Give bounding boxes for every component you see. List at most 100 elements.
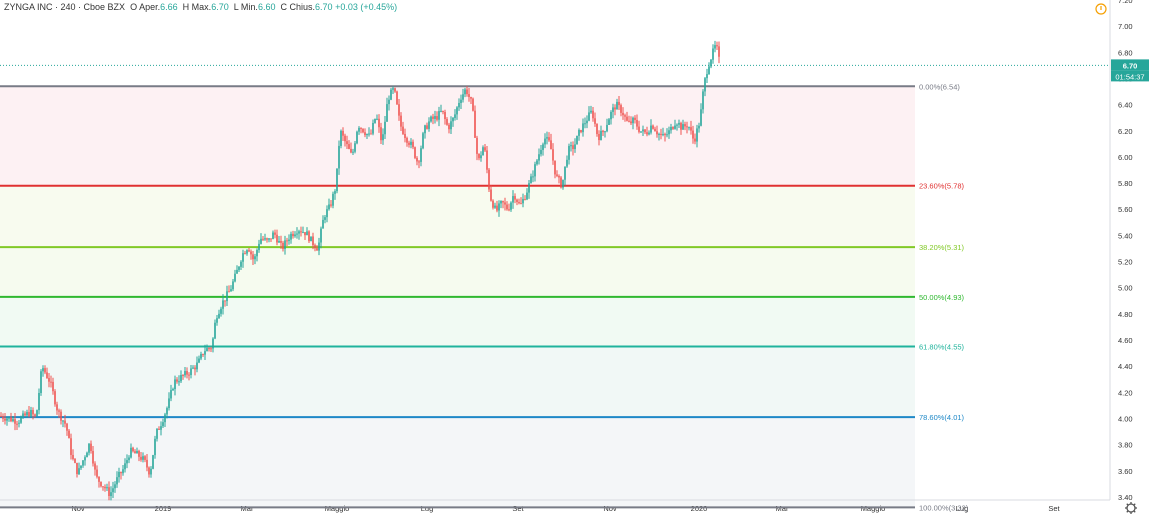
candle-body: [708, 66, 710, 75]
candle-body: [576, 135, 578, 145]
candle-body: [482, 147, 484, 156]
candle-body: [646, 132, 648, 135]
candle-body: [466, 89, 468, 95]
candle-body: [52, 381, 54, 392]
fib-label: 23.60%(5.78): [919, 182, 965, 191]
candle-body: [650, 125, 652, 133]
candle-body: [328, 204, 330, 210]
candle-body: [78, 468, 80, 475]
candle-body: [486, 150, 488, 170]
candle-body: [118, 471, 120, 478]
candle-body: [660, 133, 662, 135]
price-tick-label: 4.40: [1118, 362, 1133, 371]
candle-body: [694, 138, 696, 142]
candle-body: [44, 368, 46, 373]
candle-body: [166, 408, 168, 415]
alert-icon[interactable]: [1095, 3, 1107, 15]
candle-body: [530, 176, 532, 184]
high-label: Max.: [191, 2, 212, 12]
candle-body: [494, 205, 496, 208]
candle-body: [256, 250, 258, 257]
candle-body: [38, 392, 40, 411]
candle-body: [422, 133, 424, 149]
candle-body: [178, 381, 180, 383]
time-tick-label: 2020: [691, 504, 708, 513]
candle-body: [570, 145, 572, 147]
candle-body: [284, 240, 286, 249]
candle-body: [18, 422, 20, 424]
candle-body: [574, 144, 576, 150]
candle-body: [304, 232, 306, 236]
candle-body: [636, 119, 638, 127]
candle-body: [468, 94, 470, 98]
candle-body: [92, 450, 94, 464]
candle-body: [46, 372, 48, 379]
candle-body: [150, 468, 152, 475]
candle-body: [428, 121, 430, 129]
candle-body: [114, 484, 116, 489]
candle-body: [654, 128, 656, 132]
candle-body: [22, 413, 24, 418]
candle-body: [568, 145, 570, 160]
candle-body: [462, 94, 464, 100]
candle-body: [138, 450, 140, 457]
time-tick-label: 2019: [155, 504, 172, 513]
candle-body: [388, 99, 390, 105]
candle-body: [122, 469, 124, 474]
candle-body: [248, 250, 250, 252]
candle-body: [480, 155, 482, 159]
gear-icon-tooth: [1126, 510, 1129, 513]
candle-body: [250, 251, 252, 255]
candle-body: [492, 200, 494, 208]
gear-icon[interactable]: [1126, 503, 1136, 513]
candle-body: [404, 133, 406, 139]
candle-body: [506, 204, 508, 210]
candle-body: [440, 110, 442, 112]
candle-body: [472, 98, 474, 111]
fib-label: 100.00%(3.32): [919, 503, 969, 512]
candle-body: [430, 116, 432, 122]
candle-body: [94, 463, 96, 470]
candle-body: [684, 124, 686, 127]
candle-body: [504, 202, 506, 205]
candle-body: [194, 367, 196, 370]
candle-body: [402, 126, 404, 134]
candle-body: [564, 166, 566, 180]
candle-body: [82, 460, 84, 466]
candle-body: [392, 88, 394, 90]
candle-body: [80, 465, 82, 469]
candle-body: [262, 238, 264, 240]
symbol-legend: ZYNGA INC · 240 · Cboe BZX O Aper.6.66 H…: [4, 2, 397, 12]
candle-body: [558, 175, 560, 178]
fib-band: [0, 86, 915, 186]
price-tick-label: 6.40: [1118, 101, 1133, 110]
candle-body: [202, 353, 204, 355]
candle-body: [324, 217, 326, 220]
candle-body: [8, 417, 10, 419]
candle-body: [406, 138, 408, 143]
candle-body: [90, 443, 92, 451]
candle-body: [172, 389, 174, 391]
gear-icon-tooth: [1133, 510, 1136, 513]
candle-body: [690, 127, 692, 131]
candle-body: [470, 97, 472, 99]
candle-body: [502, 200, 504, 203]
candle-body: [208, 348, 210, 350]
candle-body: [452, 117, 454, 122]
close-short-label: C: [280, 2, 287, 12]
candle-body: [240, 261, 242, 267]
candle-body: [196, 362, 198, 370]
candle-body: [120, 471, 122, 474]
candle-body: [222, 300, 224, 309]
candle-body: [282, 242, 284, 249]
candle-body: [76, 462, 78, 475]
candle-body: [424, 125, 426, 134]
candle-body: [456, 107, 458, 115]
candle-body: [212, 338, 214, 349]
candle-body: [548, 137, 550, 141]
candle-body: [60, 411, 62, 421]
candle-body: [54, 391, 56, 405]
time-tick-label: Set: [512, 504, 524, 513]
open-label: Aper.: [139, 2, 161, 12]
